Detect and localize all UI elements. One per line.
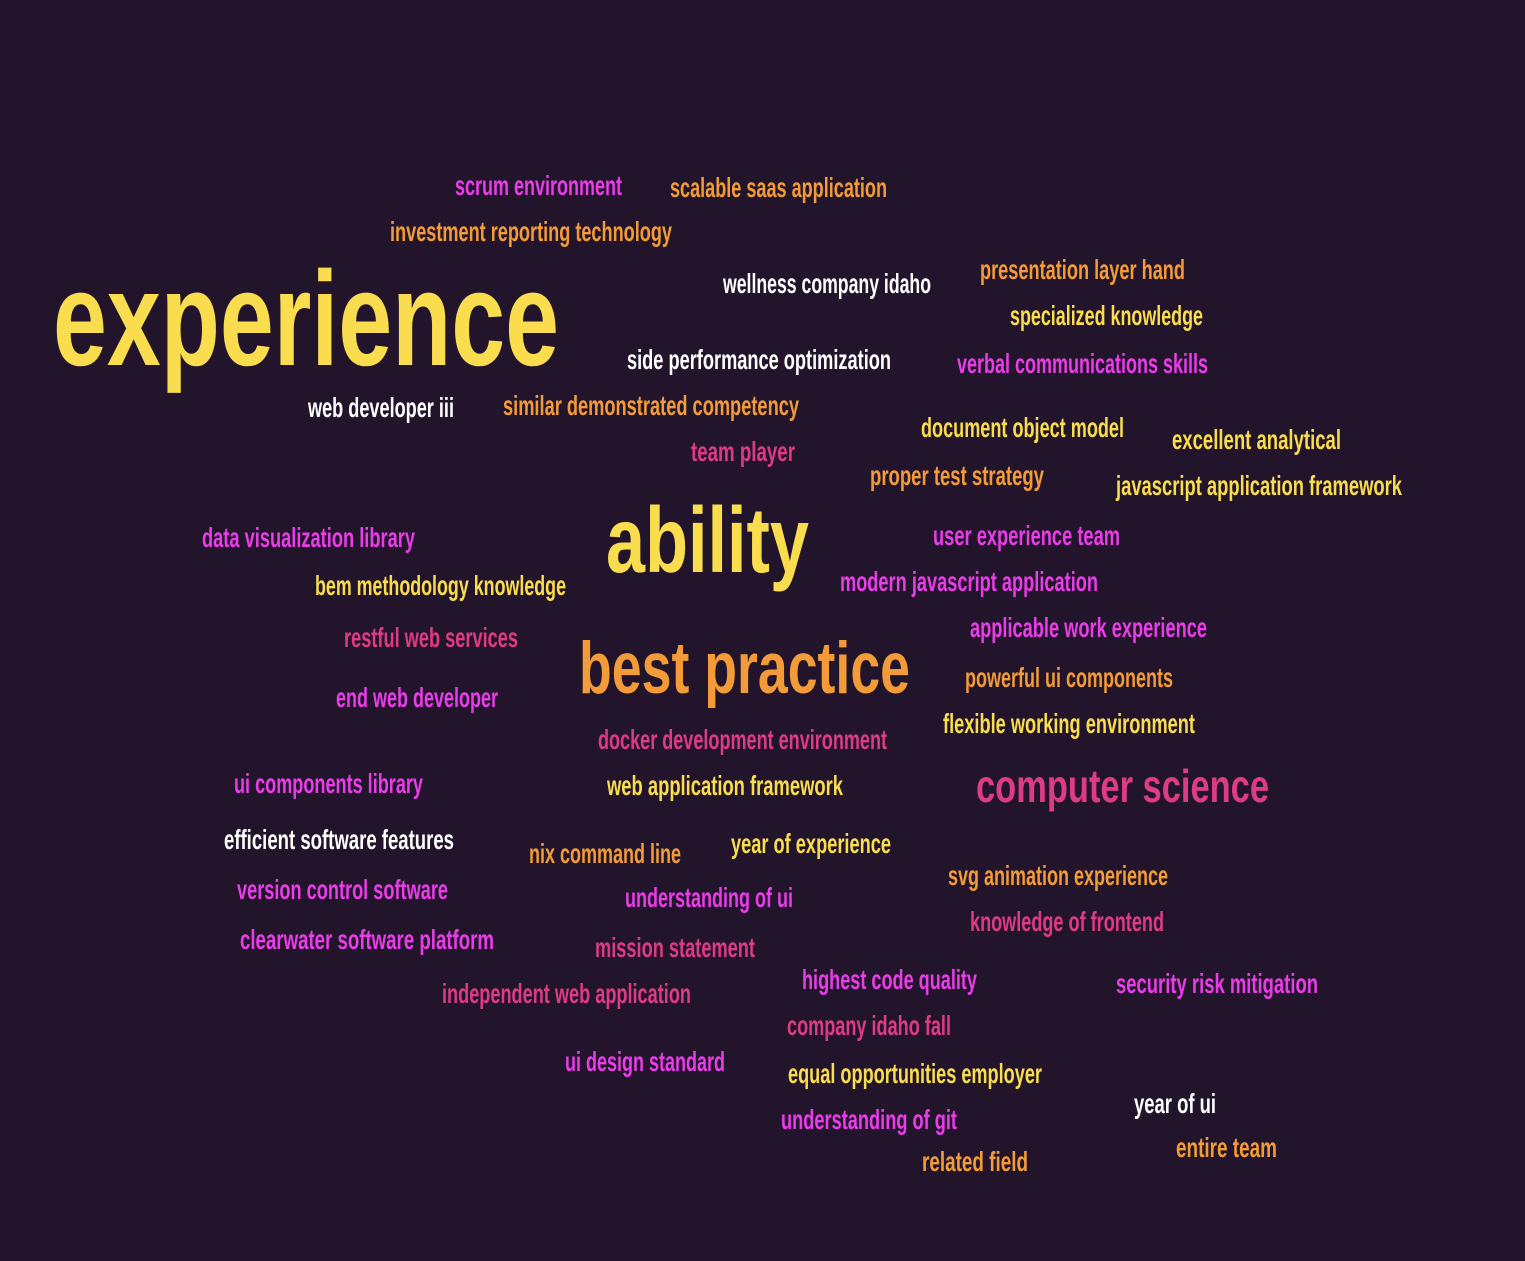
word-independent-web-application: independent web application (442, 978, 691, 1009)
word-related-field: related field (922, 1146, 1028, 1177)
word-best-practice: best practice (579, 626, 910, 709)
word-powerful-ui-components: powerful ui components (965, 662, 1173, 693)
word-knowledge-of-frontend: knowledge of frontend (970, 906, 1164, 937)
word-year-of-ui: year of ui (1134, 1088, 1216, 1119)
word-efficient-software-features: efficient software features (224, 824, 454, 855)
word-computer-science: computer science (976, 760, 1269, 812)
word-end-web-developer: end web developer (336, 682, 498, 713)
word-mission-statement: mission statement (595, 932, 755, 963)
word-side-performance-optimization: side performance optimization (627, 344, 891, 375)
word-data-visualization-library: data visualization library (202, 522, 415, 553)
word-ui-design-standard: ui design standard (565, 1046, 725, 1077)
word-specialized-knowledge: specialized knowledge (1010, 300, 1203, 331)
word-restful-web-services: restful web services (344, 622, 518, 653)
word-web-application-framework: web application framework (607, 770, 843, 801)
word-docker-development-environment: docker development environment (598, 724, 887, 755)
word-understanding-of-git: understanding of git (781, 1104, 957, 1135)
word-proper-test-strategy: proper test strategy (870, 460, 1044, 491)
word-year-of-experience: year of experience (731, 828, 891, 859)
word-understanding-of-ui: understanding of ui (625, 882, 793, 913)
word-javascript-application-framework: javascript application framework (1116, 470, 1402, 501)
word-ui-components-library: ui components library (234, 768, 423, 799)
word-excellent-analytical: excellent analytical (1172, 424, 1341, 455)
word-team-player: team player (691, 436, 795, 467)
word-equal-opportunities-employer: equal opportunities employer (788, 1058, 1042, 1089)
word-ability: ability (606, 488, 809, 592)
word-svg-animation-experience: svg animation experience (948, 860, 1168, 891)
word-version-control-software: version control software (237, 874, 448, 905)
word-security-risk-mitigation: security risk mitigation (1116, 968, 1318, 999)
word-investment-reporting-technology: investment reporting technology (390, 216, 672, 247)
word-web-developer-iii: web developer iii (308, 392, 454, 423)
word-company-idaho-fall: company idaho fall (787, 1010, 951, 1041)
word-user-experience-team: user experience team (933, 520, 1120, 551)
word-nix-command-line: nix command line (529, 838, 681, 869)
word-similar-demonstrated-competency: similar demonstrated competency (503, 390, 799, 421)
word-scrum-environment: scrum environment (455, 170, 622, 201)
word-applicable-work-experience: applicable work experience (970, 612, 1207, 643)
word-presentation-layer-hand: presentation layer hand (980, 254, 1185, 285)
word-bem-methodology-knowledge: bem methodology knowledge (315, 570, 566, 601)
word-clearwater-software-platform: clearwater software platform (240, 924, 494, 955)
word-flexible-working-environment: flexible working environment (943, 708, 1195, 739)
word-experience: experience (53, 244, 559, 394)
word-wellness-company-idaho: wellness company idaho (723, 268, 931, 299)
word-document-object-model: document object model (921, 412, 1124, 443)
word-highest-code-quality: highest code quality (802, 964, 977, 995)
word-modern-javascript-application: modern javascript application (840, 566, 1098, 597)
word-scalable-saas-application: scalable saas application (670, 172, 887, 203)
word-verbal-communications-skills: verbal communications skills (957, 348, 1208, 379)
word-entire-team: entire team (1176, 1132, 1277, 1163)
